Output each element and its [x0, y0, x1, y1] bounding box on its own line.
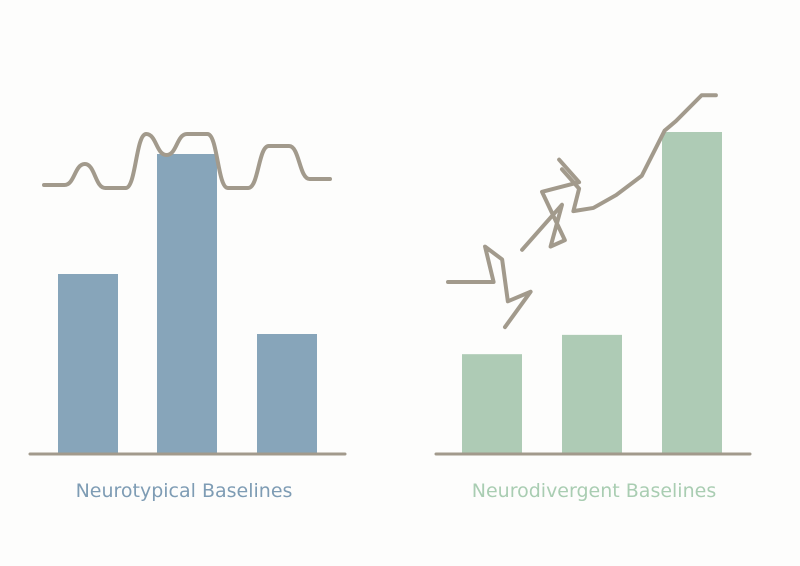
- neurodivergent-trend-segment-2: [520, 157, 582, 252]
- neurotypical-caption: Neurotypical Baselines: [76, 480, 293, 502]
- neurotypical-bar-3: [257, 334, 317, 454]
- neurodivergent-trend-segment-3: [560, 93, 718, 214]
- neurotypical-bar-2: [157, 154, 217, 454]
- neurodivergent-panel: Neurodivergent Baselines: [434, 93, 752, 502]
- neurodivergent-bar-2: [562, 334, 622, 454]
- neurotypical-panel: Neurotypical Baselines: [28, 132, 347, 502]
- neurodivergent-bar-1: [462, 354, 522, 454]
- neurotypical-trend-line: [42, 132, 332, 190]
- neurotypical-overlay-line: [42, 132, 332, 190]
- neurotypical-bars: [58, 154, 317, 454]
- neurotypical-bar-1: [58, 274, 118, 454]
- neurodivergent-trend-segment-1: [446, 244, 533, 330]
- neurodivergent-bar-3: [662, 132, 722, 454]
- neurodivergent-bars: [462, 132, 722, 454]
- neurodivergent-caption: Neurodivergent Baselines: [472, 480, 716, 502]
- neurodivergent-overlay-line: [446, 93, 718, 330]
